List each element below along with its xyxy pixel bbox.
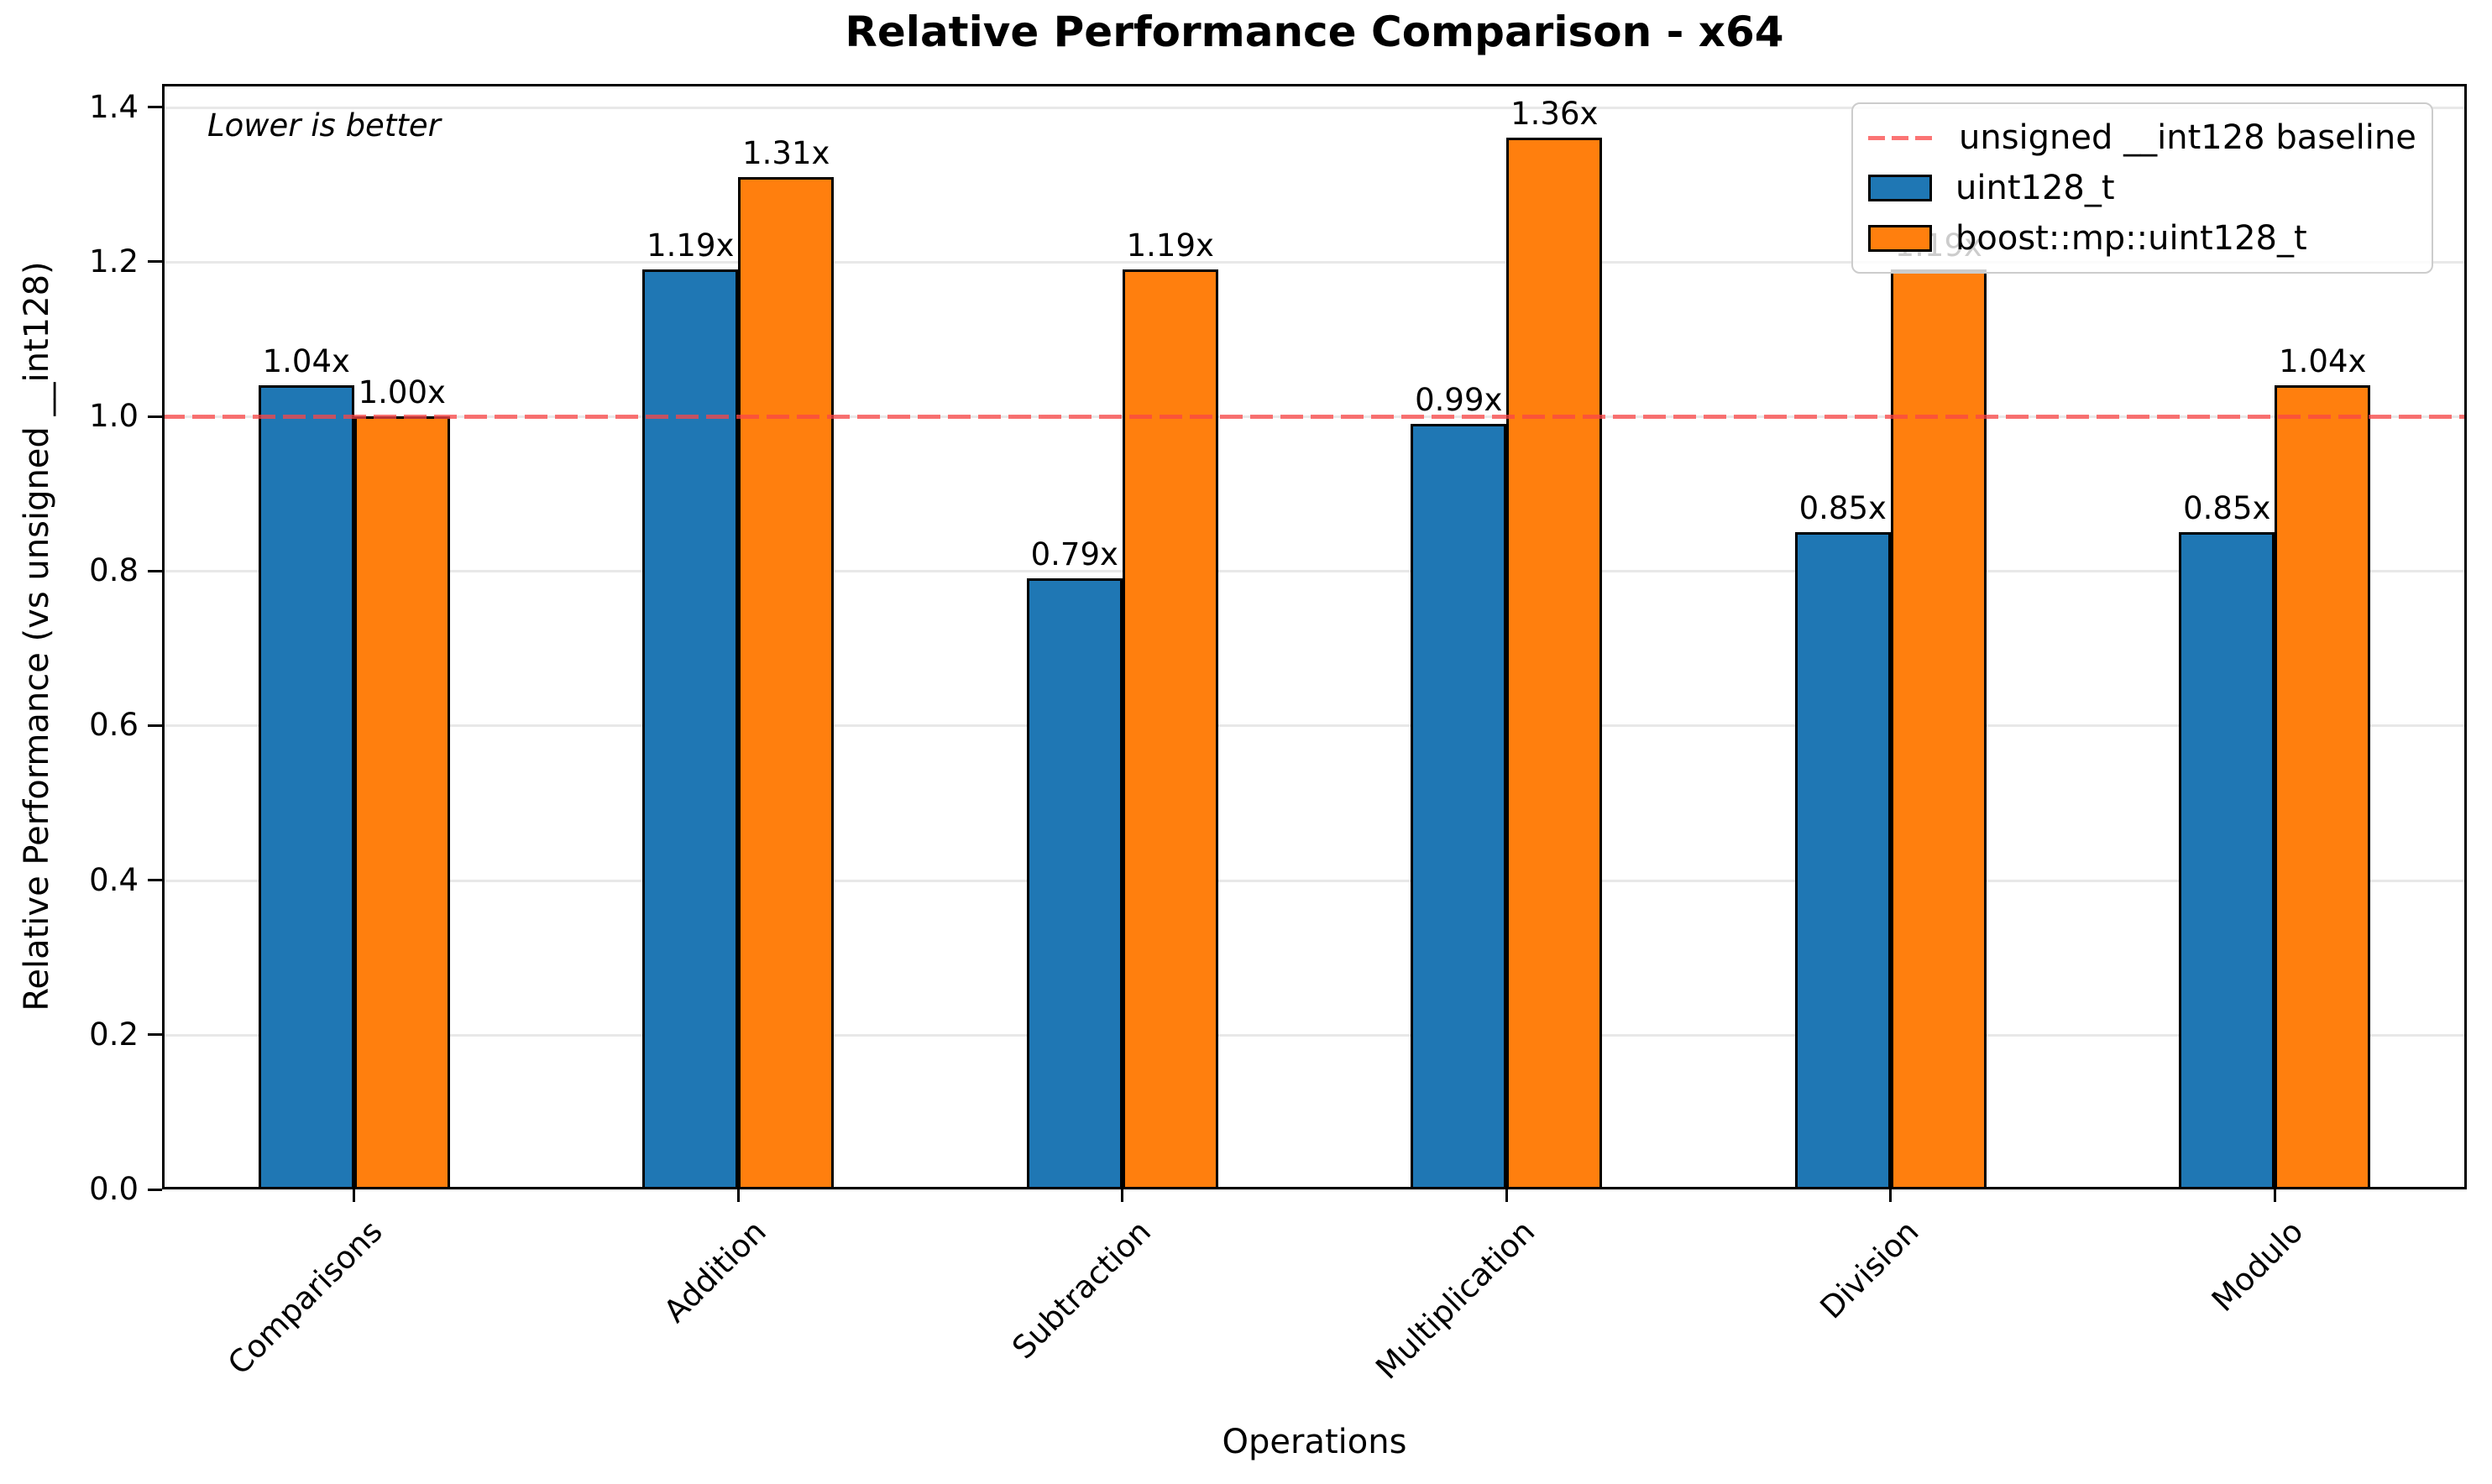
bar-boost-mp-uint128-t-division: [1890, 269, 1987, 1189]
y-tick-mark: [148, 260, 162, 264]
y-tick-mark: [148, 879, 162, 882]
y-tick-mark: [148, 569, 162, 572]
x-tick-mark: [1121, 1189, 1124, 1202]
legend-label: uint128_t: [1955, 169, 2115, 207]
x-axis-label: Operations: [1222, 1423, 1407, 1461]
bar-uint128-t-comparisons: [258, 385, 354, 1189]
chart-title: Relative Performance Comparison - x64: [845, 8, 1784, 56]
legend: unsigned __int128 baseline uint128_t boo…: [1851, 102, 2433, 274]
bar-uint128-t-modulo: [2179, 532, 2275, 1189]
bar-value-label: 1.19x: [647, 227, 735, 264]
x-tick-label-comparisons: Comparisons: [221, 1213, 390, 1382]
bar-value-label: 1.04x: [262, 343, 350, 380]
x-tick-label-multiplication: Multiplication: [1369, 1213, 1542, 1387]
y-tick-mark: [148, 724, 162, 727]
bar-uint128-t-addition: [642, 269, 739, 1189]
y-tick-label: 0.8: [89, 552, 139, 589]
bar-value-label: 1.00x: [358, 374, 446, 411]
orange-patch-swatch-icon: [1868, 225, 1932, 252]
bar-boost-mp-uint128-t-addition: [738, 176, 835, 1189]
bar-value-label: 1.04x: [2279, 343, 2367, 380]
gridline: [162, 570, 2467, 573]
plot-area: 1.04x 1.00x 1.19x 1.31x 0.79x 1.19x 0.99x 1.36x…: [162, 84, 2467, 1191]
legend-entry-uint128: uint128_t: [1868, 163, 2416, 213]
baseline-dashed-line: [162, 414, 2467, 419]
x-tick-label-subtraction: Subtraction: [1004, 1213, 1158, 1366]
y-tick-label: 0.6: [89, 707, 139, 744]
legend-label: unsigned __int128 baseline: [1959, 118, 2416, 157]
dashed-line-swatch-icon: [1868, 135, 1935, 140]
x-tick-label-division: Division: [1813, 1213, 1926, 1326]
x-tick-mark: [736, 1189, 740, 1202]
bar-value-label: 0.79x: [1030, 536, 1118, 573]
bar-boost-mp-uint128-t-multiplication: [1506, 138, 1603, 1189]
y-tick-label: 1.2: [89, 243, 139, 280]
bar-value-label: 1.36x: [1510, 96, 1599, 133]
y-tick-label: 1.4: [89, 88, 139, 125]
blue-patch-swatch-icon: [1868, 175, 1932, 201]
y-tick-mark: [148, 415, 162, 418]
y-tick-label: 0.2: [89, 1016, 139, 1053]
gridline: [162, 260, 2467, 264]
x-tick-mark: [1889, 1189, 1893, 1202]
bar-uint128-t-division: [1794, 532, 1891, 1189]
y-tick-label: 1.0: [89, 398, 139, 435]
annotation-lower-is-better: Lower is better: [207, 107, 441, 144]
gridline: [162, 106, 2467, 109]
x-tick-label-modulo: Modulo: [2204, 1213, 2311, 1319]
bar-value-label: 0.85x: [1798, 490, 1887, 527]
bar-value-label: 1.31x: [742, 134, 830, 171]
bar-uint128-t-multiplication: [1411, 424, 1507, 1189]
gridline: [162, 1033, 2467, 1037]
gridline: [162, 1189, 2467, 1191]
y-tick-label: 0.0: [89, 1171, 139, 1207]
x-tick-mark: [353, 1189, 356, 1202]
bar-boost-mp-uint128-t-comparisons: [353, 416, 450, 1189]
bar-value-label: 0.85x: [2183, 490, 2271, 527]
gridline: [162, 724, 2467, 728]
x-tick-label-addition: Addition: [657, 1213, 774, 1330]
legend-entry-baseline: unsigned __int128 baseline: [1868, 112, 2416, 163]
y-axis-label: Relative Performance (vs unsigned __int1…: [18, 261, 56, 1011]
gridline: [162, 879, 2467, 882]
legend-entry-boost: boost::mp::uint128_t: [1868, 213, 2416, 264]
bar-uint128-t-subtraction: [1026, 578, 1123, 1189]
y-tick-mark: [148, 106, 162, 109]
y-tick-label: 0.4: [89, 861, 139, 898]
bar-boost-mp-uint128-t-subtraction: [1122, 269, 1218, 1189]
bar-boost-mp-uint128-t-modulo: [2275, 385, 2371, 1189]
legend-label: boost::mp::uint128_t: [1955, 219, 2307, 258]
x-tick-mark: [1505, 1189, 1508, 1202]
y-tick-mark: [148, 1188, 162, 1191]
bar-value-label: 0.99x: [1415, 382, 1503, 419]
y-tick-mark: [148, 1033, 162, 1037]
bar-value-label: 1.19x: [1126, 227, 1214, 264]
x-tick-mark: [2273, 1189, 2276, 1202]
